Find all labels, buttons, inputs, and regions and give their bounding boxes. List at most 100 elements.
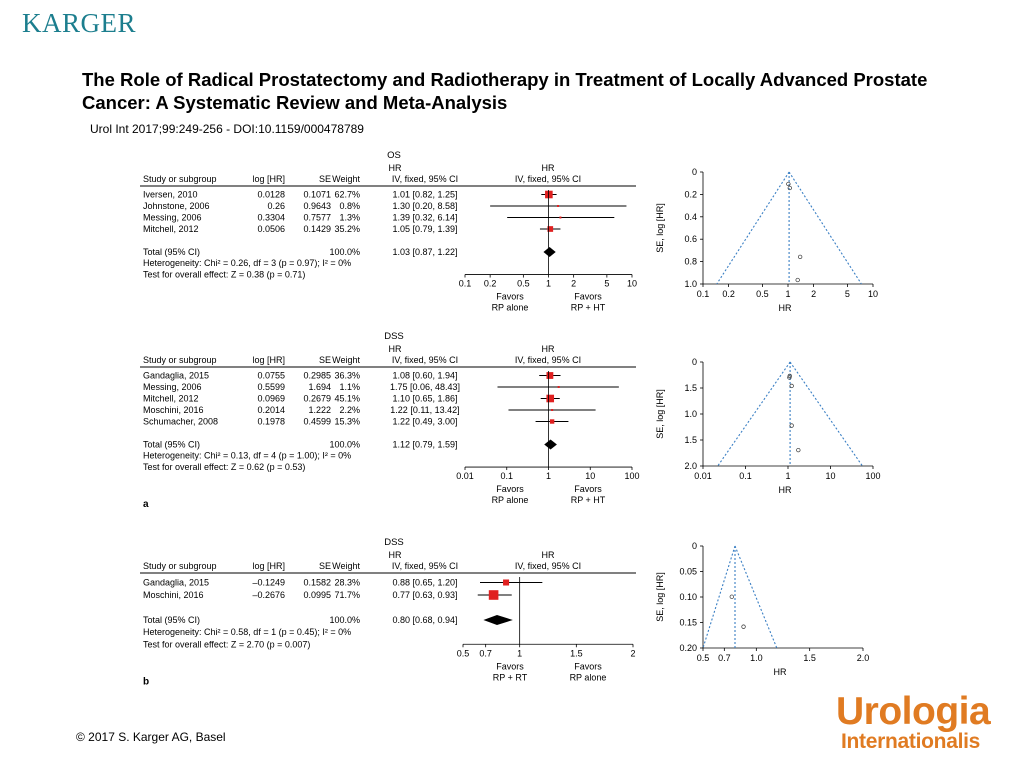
panel3-x-tick-label: 0.5: [457, 648, 470, 658]
panel2-total-diamond: [544, 439, 557, 450]
panel2-effect-marker: [546, 372, 554, 379]
panel1-overall-effect: Test for overall effect: Z = 0.38 (p = 0…: [143, 269, 305, 279]
panel2-col-group-label: HR: [389, 344, 402, 354]
panel3-study-name: Gandaglia, 2015: [143, 578, 209, 588]
panel1-favors-right-2: RP + HT: [571, 303, 606, 313]
panel1-col-study: Study or subgroup: [143, 174, 217, 184]
panel3-funnel-x-tick-label: 1.0: [750, 653, 763, 663]
panel2-favors-right-1: Favors: [574, 484, 602, 494]
panel2-study-ci: 1.22 [0.11, 13.42]: [390, 405, 459, 415]
panel3-effect-marker: [503, 579, 510, 586]
panel2-study-se: 0.4599: [303, 417, 331, 427]
panel1-heterogeneity: Heterogeneity: Chi² = 0.26, df = 3 (p = …: [143, 258, 351, 268]
panel2-study-se: 0.2679: [303, 394, 331, 404]
panel1-study-se: 0.9643: [303, 201, 331, 211]
panel1-study-loghr: 0.26: [267, 201, 285, 211]
panel1-funnel-y-tick-label: 0.6: [684, 234, 697, 244]
panel2-funnel-point: [787, 375, 792, 380]
panel2-effect-marker: [557, 386, 560, 388]
panel3-plot-header-hr: HR: [542, 550, 555, 560]
panel3-col-weight: Weight: [332, 561, 360, 571]
panel1-funnel-point: [787, 185, 792, 191]
panel1-x-tick-label: 0.2: [484, 279, 497, 289]
panel2-funnel-x-tick-label: 0.1: [739, 471, 752, 481]
panel3-total-label: Total (95% CI): [143, 615, 200, 625]
panel1-study-weight: 35.2%: [334, 224, 360, 234]
panel3-study-weight: 28.3%: [334, 578, 360, 588]
panel3-col-ci: IV, fixed, 95% CI: [392, 561, 458, 571]
panel1-study-ci: 1.30 [0.20, 8.58]: [392, 201, 457, 211]
panel1-funnel-x-tick-label: 0.2: [722, 289, 735, 299]
panel3-effect-marker: [488, 590, 499, 600]
panel1-funnel-ci-right: [788, 171, 862, 285]
panel3-funnel-y-tick-label: 0: [692, 541, 697, 551]
panel2-study-weight: 45.1%: [334, 394, 360, 404]
panel3-funnel-x-tick-label: 0.7: [718, 653, 731, 663]
panel1-study-loghr: 0.3304: [257, 213, 285, 223]
panel2-study-se: 0.2985: [303, 371, 331, 381]
panel3-x-tick-label: 1.5: [570, 648, 583, 658]
panel3-funnel-point: [741, 624, 746, 629]
panel2-effect-marker: [549, 419, 555, 424]
panel1-study-ci: 1.39 [0.32, 6.14]: [392, 213, 457, 223]
panel3-total-diamond: [483, 615, 513, 625]
journal-logo-line1: Urologia: [836, 690, 991, 733]
panel2-favors-left-1: Favors: [496, 484, 524, 494]
slide-title: The Role of Radical Prostatectomy and Ra…: [82, 69, 928, 113]
panel3-study-ci: 0.77 [0.63, 0.93]: [392, 590, 457, 600]
panel3-funnel-point: [729, 594, 734, 599]
panel2-funnel-ylabel: SE, log [HR]: [655, 389, 665, 439]
panel2-study-loghr: 0.5599: [257, 382, 285, 392]
panel2-favors-left-2: RP alone: [492, 495, 529, 505]
panel2-funnel-ci-right: [789, 361, 863, 467]
panel2-col-ci: IV, fixed, 95% CI: [392, 355, 458, 365]
panel2-col-se: SE: [319, 355, 331, 365]
panel2-funnel-y-tick-label: 1.0: [684, 409, 697, 419]
panel2-x-tick-label: 1: [546, 471, 551, 481]
panel1-x-tick-label: 0.5: [517, 279, 530, 289]
panel2-funnel-x-tick-label: 100: [865, 471, 880, 481]
panel2-study-ci: 1.08 [0.60, 1.94]: [392, 371, 457, 381]
panel1-title: OS: [387, 150, 401, 161]
panel1-study-name: Iversen, 2010: [143, 190, 198, 200]
panel1-funnel-ylabel: SE, log [HR]: [655, 203, 665, 253]
panel1-x-tick-label: 10: [627, 279, 637, 289]
panel1-funnel-x-tick-label: 5: [845, 289, 850, 299]
panel2-funnel-y-tick-label: 1.5: [684, 383, 697, 393]
panel1-x-tick-label: 1: [546, 279, 551, 289]
panel2-funnel-point: [789, 383, 794, 389]
journal-logo: Urologia Internationalis: [836, 690, 991, 752]
panel2-col-weight: Weight: [332, 355, 360, 365]
panel1-col-se: SE: [319, 174, 331, 184]
panel2-study-weight: 1.1%: [339, 382, 360, 392]
panel3-study-name: Moschini, 2016: [143, 590, 204, 600]
panel2-study-name: Gandaglia, 2015: [143, 371, 209, 381]
panel3-funnel-x-tick-label: 2.0: [857, 653, 870, 663]
panel1-funnel-point: [798, 254, 803, 260]
panel1-x-tick-label: 0.1: [459, 279, 472, 289]
panel2-funnel-point: [787, 373, 792, 379]
panel2-effect-marker: [551, 409, 554, 411]
panel2-study-name: Moschini, 2016: [143, 405, 204, 415]
panel1-study-se: 0.1071: [303, 190, 331, 200]
panel2-x-tick-label: 100: [624, 471, 639, 481]
panel2-funnel-y-tick-label: 0: [692, 357, 697, 367]
panel1-favors-right-1: Favors: [574, 292, 602, 302]
panel3-col-loghr: log [HR]: [252, 561, 285, 571]
panel1-col-loghr: log [HR]: [252, 174, 285, 184]
panel3-x-tick-label: 0.7: [479, 648, 492, 658]
panel2-study-loghr: 0.0969: [257, 394, 285, 404]
panel1-funnel-x-tick-label: 0.5: [756, 289, 769, 299]
panel3-study-se: 0.0995: [303, 590, 331, 600]
panel3-study-se: 0.1582: [303, 578, 331, 588]
panel2-funnel-ci-left: [717, 361, 791, 467]
panel2-funnel-point: [796, 447, 801, 453]
panel2-total-label: Total (95% CI): [143, 440, 200, 450]
panel2-funnel-xlabel: HR: [779, 485, 792, 495]
panel1-plot-header-ci: IV, fixed, 95% CI: [515, 174, 581, 184]
panel2-study-loghr: 0.2014: [257, 405, 285, 415]
panel2-col-loghr: log [HR]: [252, 355, 285, 365]
panel3-funnel-ci-right: [734, 545, 778, 649]
panel1-study-name: Messing, 2006: [143, 213, 202, 223]
